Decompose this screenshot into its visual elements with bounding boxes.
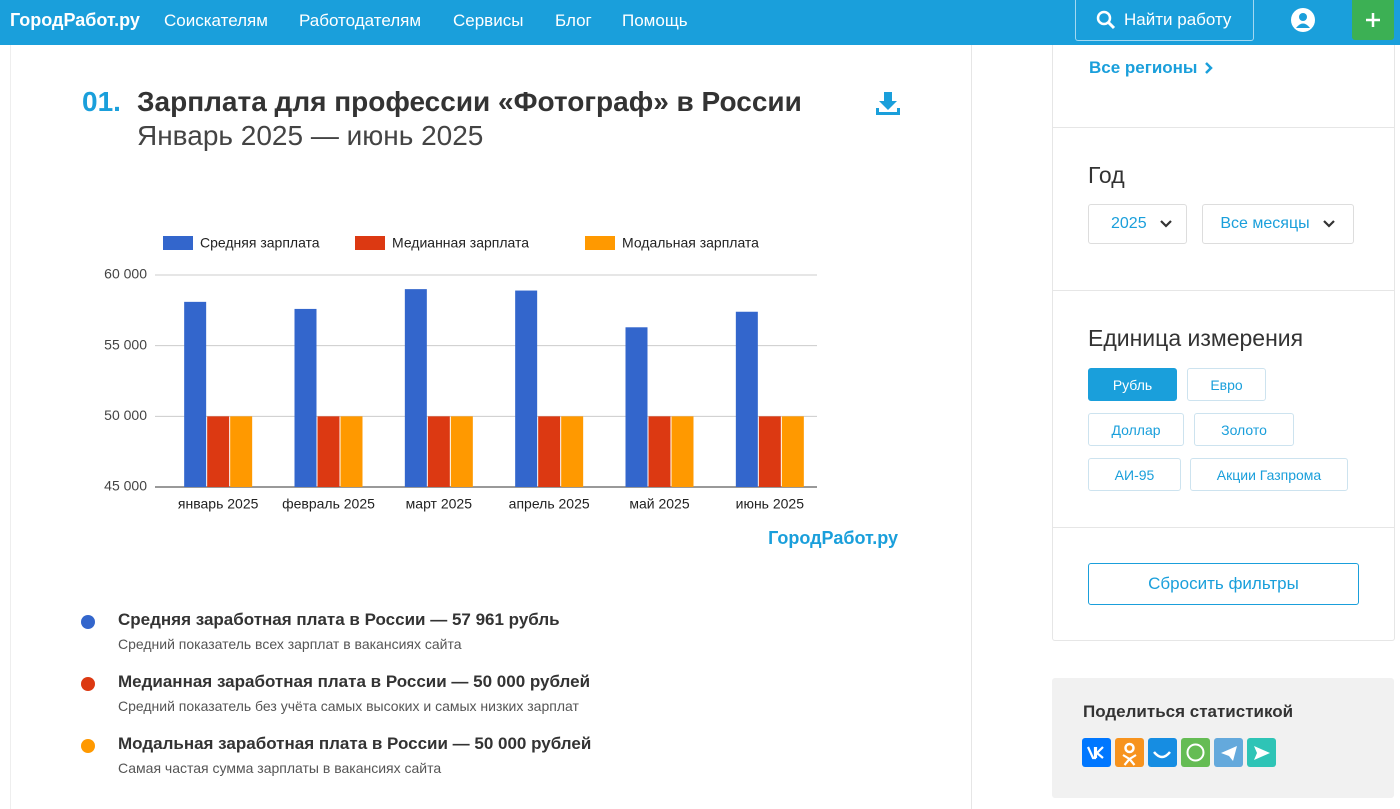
bar [427,416,450,487]
month-value: Все месяцы [1220,215,1310,232]
bar [230,416,253,487]
bar [538,416,561,487]
bar [515,290,538,487]
x-tick-label: январь 2025 [178,496,259,512]
page-title: Зарплата для профессии «Фотограф» в Росс… [137,86,802,117]
logo[interactable]: ГородРабот.ру [10,10,140,30]
reset-button[interactable]: Сбросить фильтры [1088,563,1359,605]
y-tick-label: 50 000 [104,407,147,423]
x-tick-label: апрель 2025 [509,496,590,512]
download-icon[interactable] [875,91,901,117]
x-tick-label: май 2025 [629,496,689,512]
summary-desc: Самая частая сумма зарплаты в вакансиях … [118,760,442,776]
search-icon [1096,10,1116,30]
share-heading: Поделиться статистикой [1083,702,1294,721]
summary-dot [81,739,95,753]
summary-title: Модальная заработная плата в России — 50… [118,734,592,753]
bar [207,416,230,487]
unit-heading: Единица измерения [1088,325,1304,351]
bar [340,416,363,487]
nav-link[interactable]: Соискателям [164,11,268,30]
divider [1053,290,1394,291]
nav-link[interactable]: Сервисы [453,11,524,30]
plus-icon [1366,13,1380,27]
unit-button[interactable]: АИ-95 [1088,458,1181,491]
bar [294,308,317,487]
unit-button[interactable]: Доллар [1088,413,1184,446]
summary-title: Средняя заработная плата в России — 57 9… [118,610,560,629]
bar [758,416,781,487]
share-whatsapp[interactable] [1181,738,1210,767]
unit-button[interactable]: Евро [1187,368,1266,401]
chevron [1205,62,1213,74]
summary-title: Медианная заработная плата в России — 50… [118,672,591,691]
page-subtitle: Январь 2025 — июнь 2025 [137,120,484,151]
x-tick-label: февраль 2025 [282,496,375,512]
bar [625,327,648,487]
y-tick-label: 60 000 [104,266,147,282]
x-tick-label: июнь 2025 [736,496,805,512]
search-button[interactable]: Найти работу [1075,0,1254,41]
x-tick-label: март 2025 [406,496,473,512]
legend-label: Медианная зарплата [392,235,529,251]
bar [184,301,207,487]
search-label: Найти работу [1124,10,1232,29]
main-card [10,45,972,809]
year-select[interactable]: 2025 [1088,204,1187,244]
legend-swatch [355,236,385,250]
nav-link[interactable]: Работодателям [299,11,422,30]
add-button[interactable] [1352,0,1394,40]
legend-swatch [163,236,193,250]
summary-dot [81,677,95,691]
bar [404,289,427,487]
y-tick-label: 45 000 [104,478,147,494]
share-icons [1082,738,1276,767]
bar [450,416,473,487]
bar [671,416,694,487]
unit-button[interactable]: Золото [1194,413,1294,446]
chart: 45 000 50 000 55 000 60 000 Средняя зарплата… [104,235,898,548]
divider [1053,527,1394,528]
year-value: 2025 [1111,215,1147,232]
watermark: ГородРабот.ру [768,528,898,548]
y-tick-label: 55 000 [104,336,147,352]
unit-button[interactable]: Рубль [1088,368,1177,401]
year-heading: Год [1088,162,1125,188]
filter-panel [1052,45,1395,641]
bar [317,416,340,487]
nav-link[interactable]: Помощь [622,11,688,30]
legend-label: Модальная зарплата [622,235,759,251]
divider [1053,127,1394,128]
summary-desc: Средний показатель всех зарплат в ваканс… [118,636,462,652]
bar [781,416,804,487]
share-mm[interactable] [1148,738,1177,767]
month-select[interactable]: Все месяцы [1202,204,1354,244]
user-icon[interactable] [1291,8,1315,32]
legend-label: Средняя зарплата [200,235,320,251]
bar [648,416,671,487]
section-number: 01. [82,86,121,117]
regions-link[interactable]: Все регионы [1089,58,1198,77]
bar [735,311,758,487]
chevron [1322,220,1335,228]
summary-desc: Средний показатель без учёта самых высок… [118,698,579,714]
chevron [1159,220,1172,228]
summary-dot [81,615,95,629]
unit-button[interactable]: Акции Газпрома [1190,458,1348,491]
bar [561,416,584,487]
legend-swatch [585,236,615,250]
nav-link[interactable]: Блог [555,11,592,30]
navbar: ГородРабот.ру Соискателям Работодателям … [0,0,1400,45]
